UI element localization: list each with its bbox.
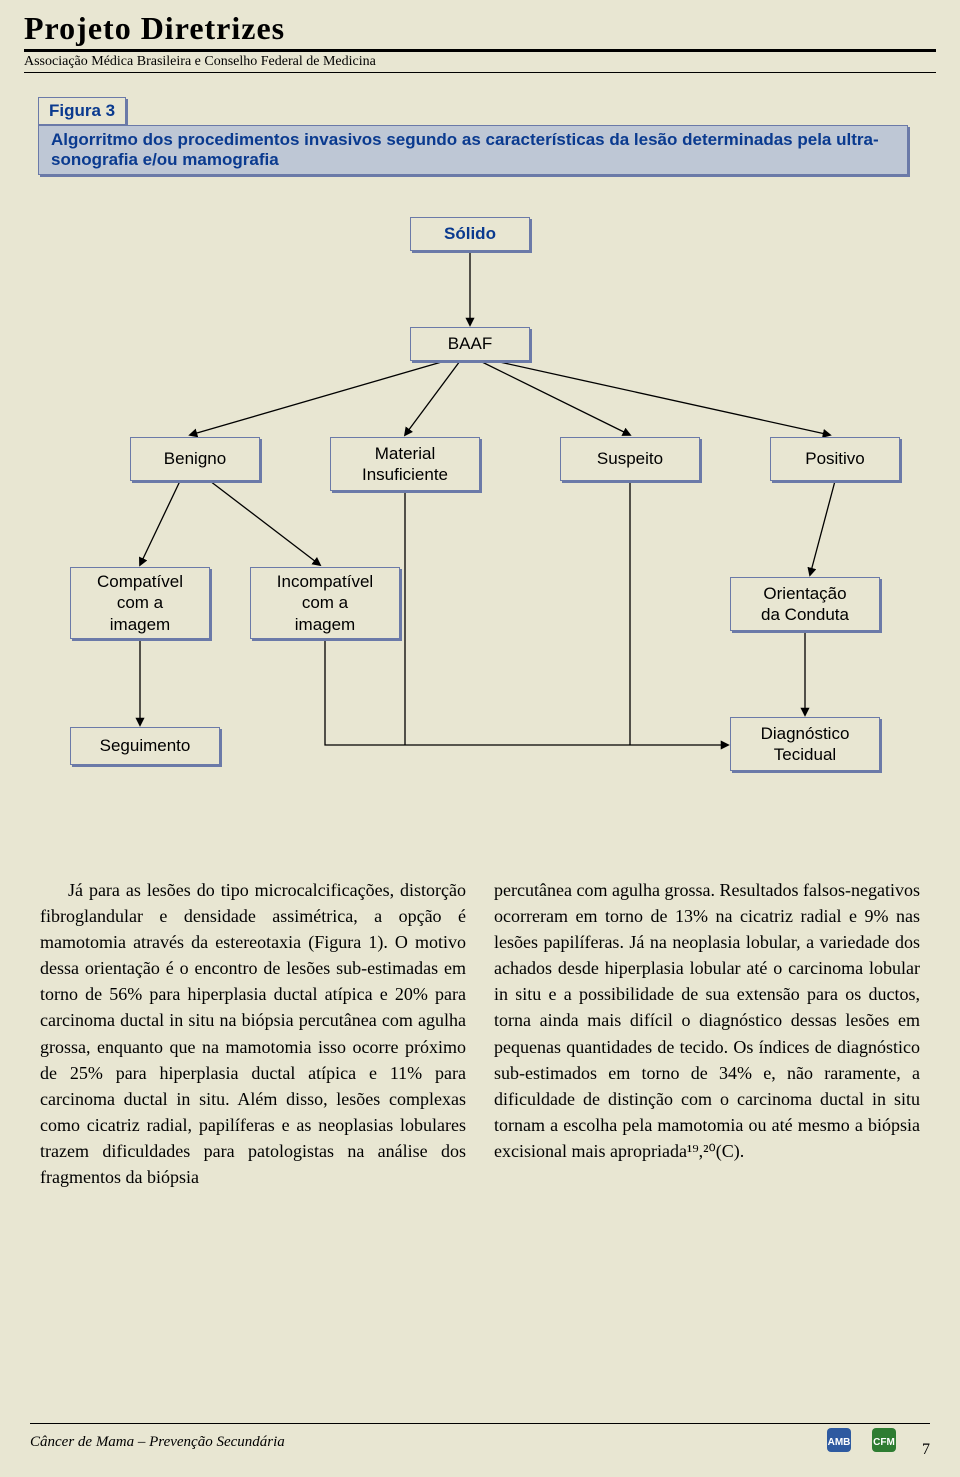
flowchart: Figura 3 Algorritmo dos procedimentos in… (30, 97, 930, 877)
node-orientacao: Orientação da Conduta (730, 577, 880, 631)
header-rule-thick (24, 49, 936, 52)
node-material: Material Insuficiente (330, 437, 480, 491)
node-seguimento: Seguimento (70, 727, 220, 765)
cfm-logo: CFM (870, 1426, 900, 1454)
cfm-logo-icon: CFM (870, 1426, 898, 1454)
footer-rule (30, 1423, 930, 1424)
amb-logo-icon: AMB (825, 1426, 853, 1454)
node-solido: Sólido (410, 217, 530, 251)
svg-text:AMB: AMB (827, 1437, 850, 1448)
amb-logo: AMB (825, 1426, 855, 1454)
node-baaf: BAAF (410, 327, 530, 361)
page-subtitle: Associação Médica Brasileira e Conselho … (24, 54, 936, 70)
page-number: 7 (922, 1441, 930, 1458)
svg-text:CFM: CFM (873, 1437, 895, 1448)
node-incompativel: Incompatível com a imagem (250, 567, 400, 639)
document-header: Projeto Diretrizes Associação Médica Bra… (0, 0, 960, 97)
page-title: Projeto Diretrizes (24, 10, 936, 47)
node-benigno: Benigno (130, 437, 260, 481)
page: Projeto Diretrizes Associação Médica Bra… (0, 0, 960, 1477)
node-suspeito: Suspeito (560, 437, 700, 481)
node-diagnostico: Diagnóstico Tecidual (730, 717, 880, 771)
body-columns: Já para as lesões do tipo microcalcifica… (40, 877, 920, 1190)
body-column-right: percutânea com agulha grossa. Resultados… (494, 877, 920, 1190)
node-compativel: Compatível com a imagem (70, 567, 210, 639)
footer-title: Câncer de Mama – Prevenção Secundária (30, 1434, 285, 1451)
header-rule-thin (24, 72, 936, 73)
node-positivo: Positivo (770, 437, 900, 481)
footer: Câncer de Mama – Prevenção Secundária AM… (30, 1423, 930, 1459)
footer-right-group: AMB CFM 7 (813, 1426, 931, 1459)
body-column-left: Já para as lesões do tipo microcalcifica… (40, 877, 466, 1190)
